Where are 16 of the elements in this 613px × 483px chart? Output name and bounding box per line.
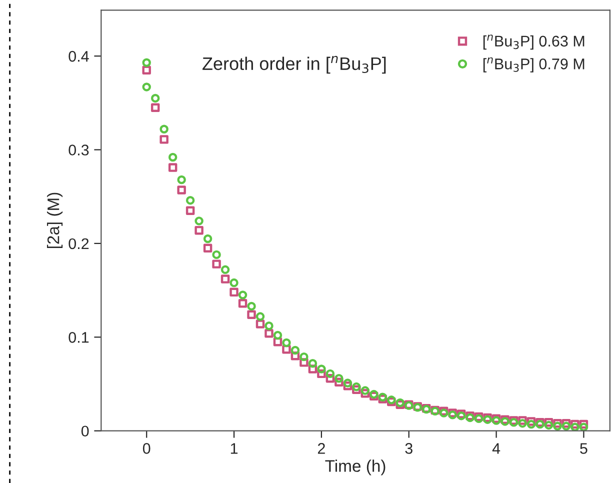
legend-label: [$^{n}$Bu$_{3}$P] 0.79 M bbox=[483, 57, 584, 72]
y-tick-label: 0.4 bbox=[68, 50, 89, 62]
y-tick-label: 0.3 bbox=[68, 144, 89, 156]
y-tick-label: 0 bbox=[81, 426, 89, 437]
y-axis-title: [2a] (M) bbox=[47, 192, 63, 248]
x-tick-label: 3 bbox=[405, 443, 412, 454]
x-tick-label: 1 bbox=[230, 443, 238, 454]
legend-label: [$^{n}$Bu$_{3}$P] 0.63 M bbox=[483, 34, 584, 50]
x-tick-label: 5 bbox=[580, 443, 588, 454]
x-tick-label: 2 bbox=[318, 443, 325, 454]
y-tick-label: 0.2 bbox=[68, 238, 89, 250]
text: Zeroth order in [$^{n}$Bu$_{3}$P] bbox=[202, 56, 386, 74]
x-axis-title: Time (h) bbox=[325, 460, 386, 476]
x-tick-label: 4 bbox=[492, 443, 500, 454]
y-tick-label: 0.1 bbox=[68, 332, 89, 343]
x-tick-label: 0 bbox=[142, 443, 150, 454]
